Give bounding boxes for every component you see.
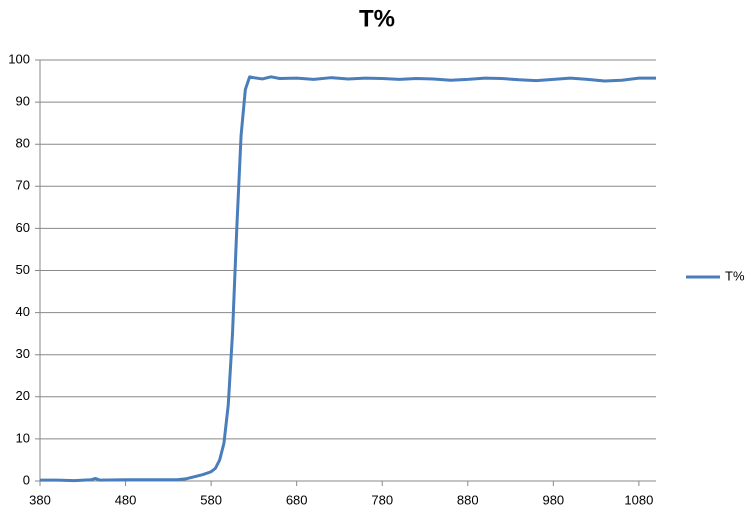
- y-tick-label: 40: [16, 304, 30, 319]
- y-tick-label: 70: [16, 178, 30, 193]
- y-tick-label: 90: [16, 94, 30, 109]
- y-tick-label: 0: [23, 472, 30, 487]
- x-tick-label: 480: [115, 492, 137, 507]
- x-tick-label: 880: [457, 492, 479, 507]
- legend-label: T%: [725, 268, 745, 283]
- y-tick-label: 50: [16, 262, 30, 277]
- y-tick-label: 100: [8, 51, 30, 66]
- x-tick-label: 1080: [624, 492, 653, 507]
- x-tick-label: 380: [29, 492, 51, 507]
- x-tick-label: 980: [542, 492, 564, 507]
- y-tick-label: 30: [16, 346, 30, 361]
- y-tick-label: 80: [16, 136, 30, 151]
- y-tick-label: 20: [16, 388, 30, 403]
- x-tick-label: 580: [200, 492, 222, 507]
- x-tick-label: 780: [371, 492, 393, 507]
- data-line: [40, 75, 656, 483]
- x-tick-label: 680: [286, 492, 308, 507]
- y-tick-label: 10: [16, 430, 30, 445]
- chart-title: T%: [359, 5, 395, 32]
- y-tick-label: 60: [16, 220, 30, 235]
